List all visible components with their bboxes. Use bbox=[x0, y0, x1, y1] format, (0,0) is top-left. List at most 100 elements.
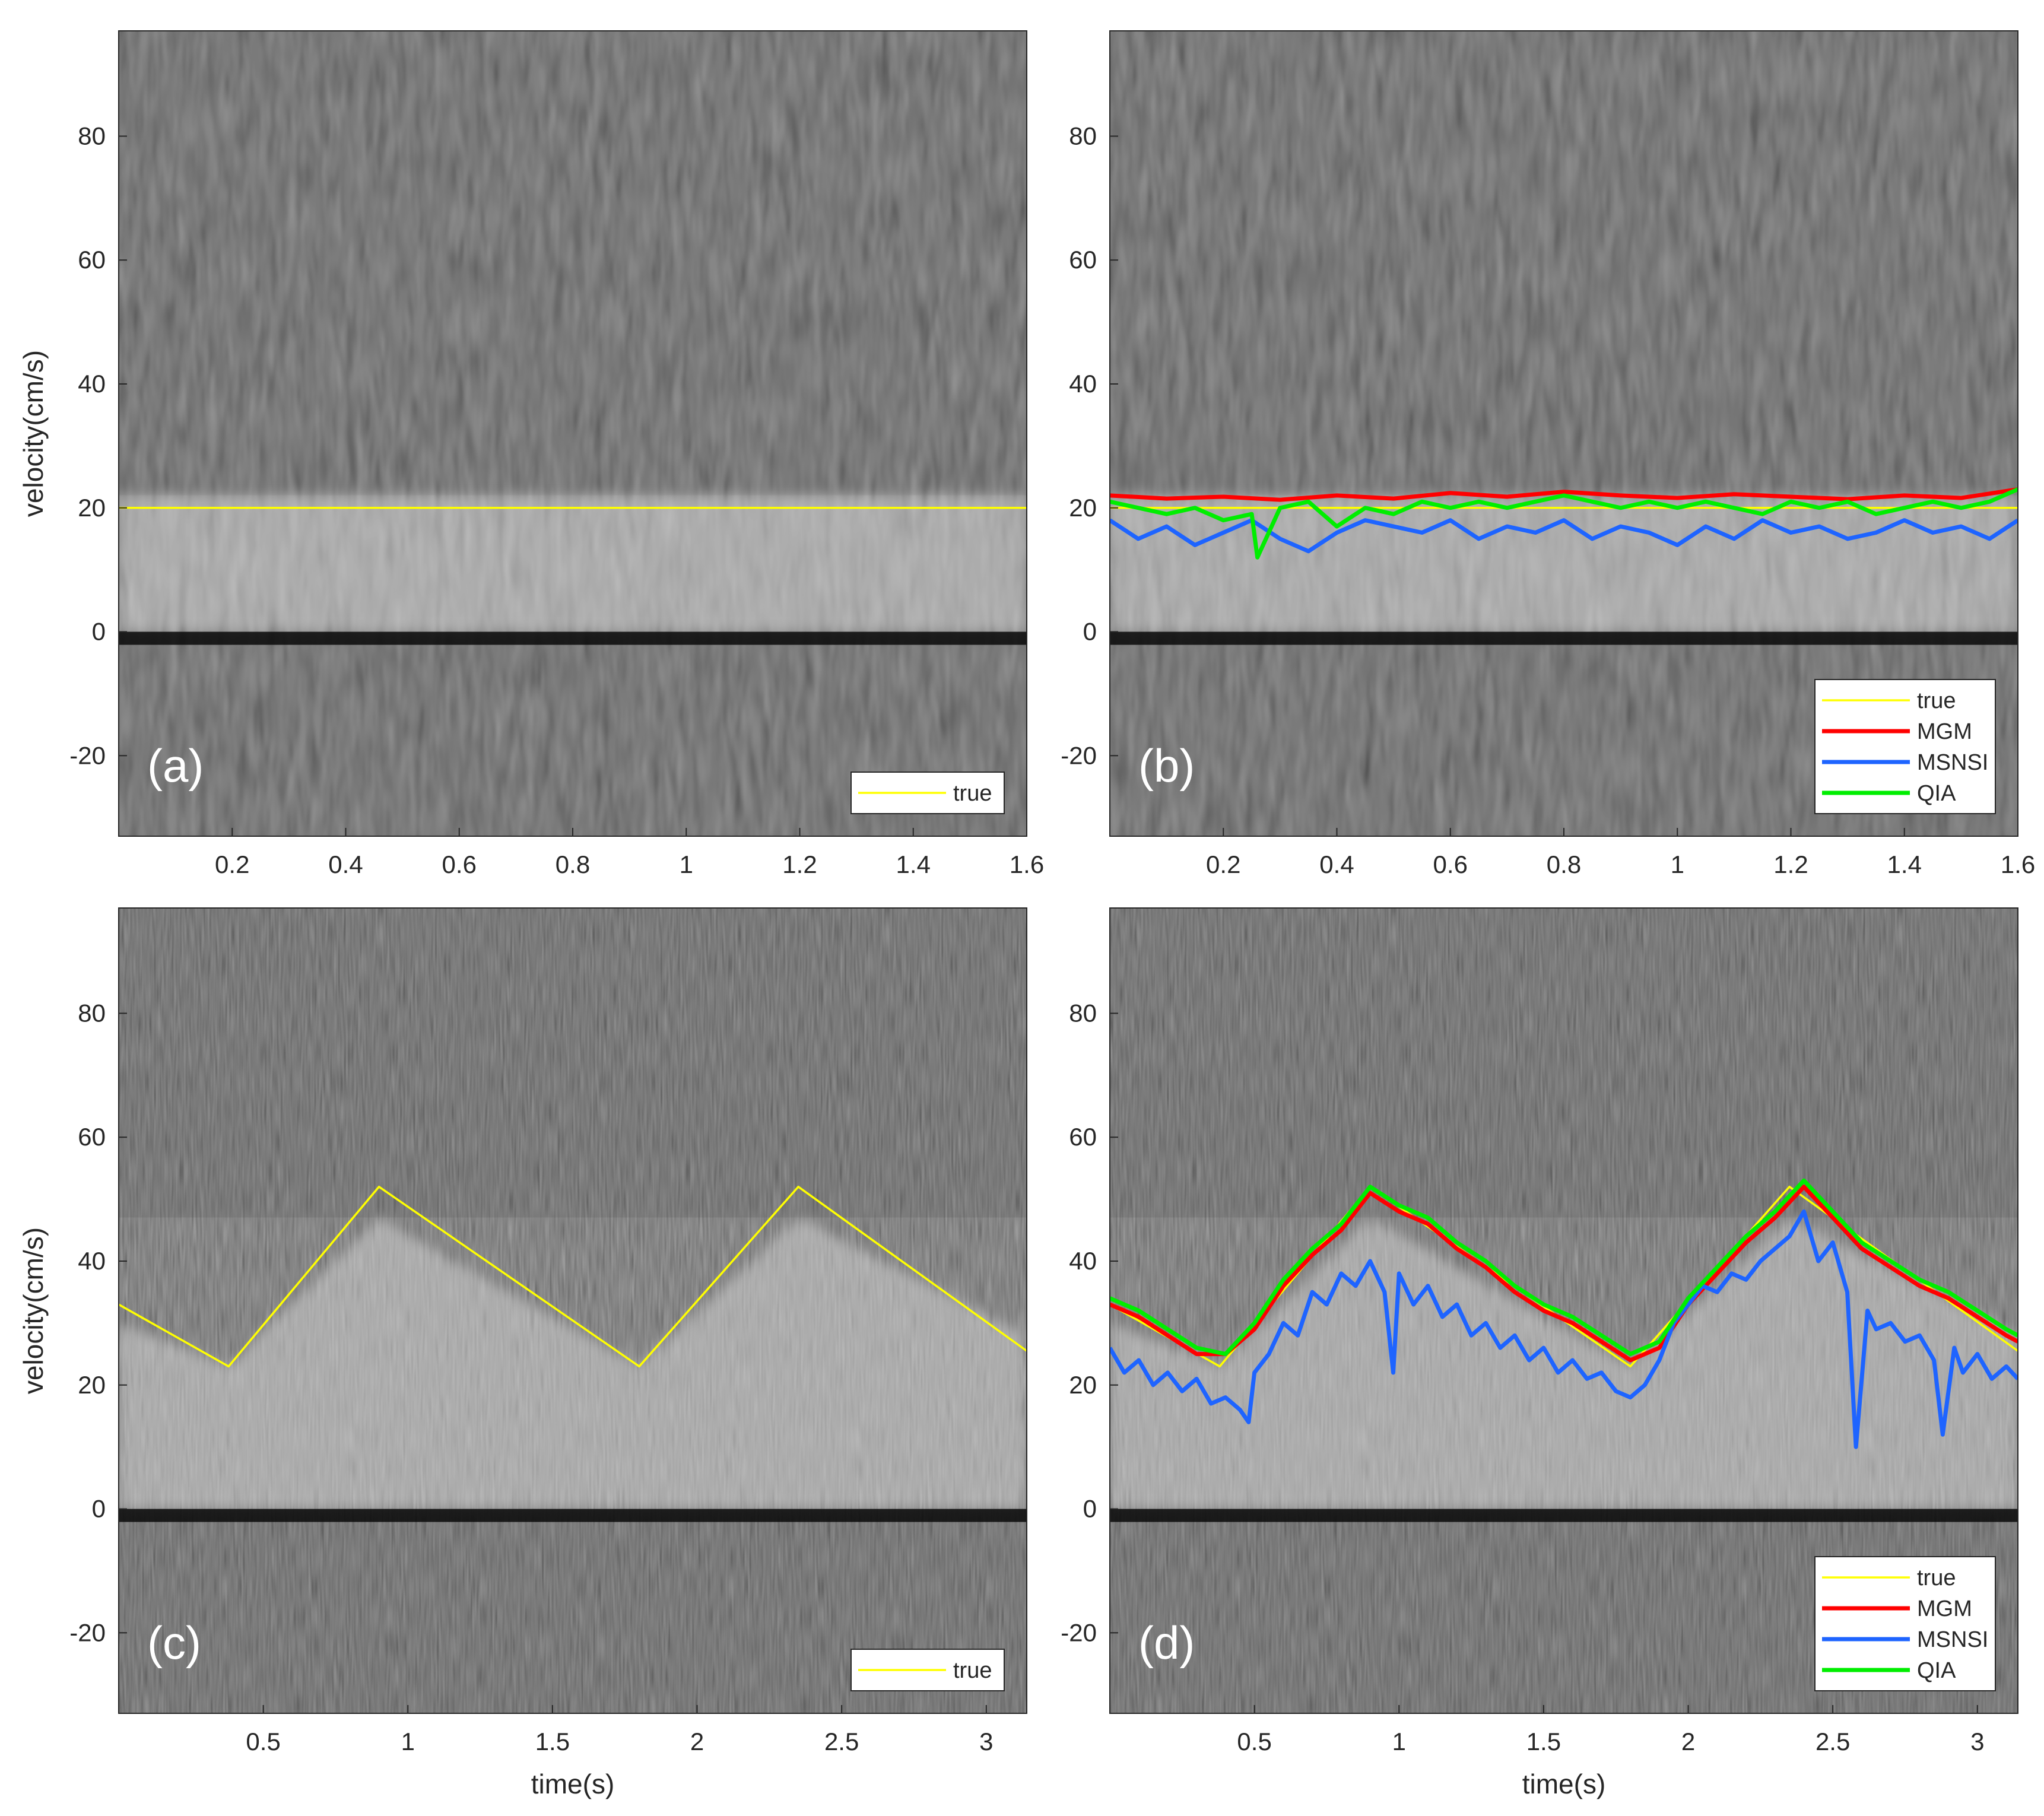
y-tick-label: -20 bbox=[1061, 1618, 1097, 1646]
panel-d: -20 0 20 40 60 80 0.5 1 1.5 2 2.5 3 time(s) (d) true MG… bbox=[1061, 907, 2018, 1799]
x-tick-label: 0.2 bbox=[215, 850, 249, 878]
x-tick-label: 3 bbox=[979, 1728, 993, 1755]
axes-frame bbox=[118, 907, 1027, 1714]
x-tick-label: 0.6 bbox=[1433, 850, 1468, 878]
zero-velocity-strip bbox=[1110, 1509, 2018, 1522]
series-line-mgm bbox=[1110, 1185, 2018, 1363]
signal-band-texture bbox=[1110, 495, 2018, 632]
legend-entry-label: true bbox=[1917, 1566, 1956, 1590]
x-tick-label: 2 bbox=[690, 1728, 704, 1755]
legend: true MGM MSNSI QIA bbox=[1814, 1556, 1996, 1691]
y-tick-label: 40 bbox=[1069, 370, 1097, 398]
y-tick-label: 40 bbox=[78, 1247, 106, 1275]
axis-ticks: -20 0 20 40 60 80 0.2 0.4 0.6 0.8 1 1.2 1.4 1.6 bbox=[1061, 122, 2035, 878]
x-tick-label: 0.6 bbox=[442, 850, 477, 878]
x-tick-label: 1.6 bbox=[1010, 850, 1044, 878]
series-line-msnsi bbox=[1110, 1209, 2018, 1449]
axis-ticks: -20 0 20 40 60 80 0.5 1 1.5 2 2.5 3 bbox=[69, 999, 993, 1755]
x-tick-label: 1 bbox=[1671, 850, 1684, 878]
y-tick-label: 60 bbox=[1069, 246, 1097, 274]
legend-entry-label: MSNSI bbox=[1917, 750, 1988, 775]
y-tick-label: 20 bbox=[1069, 1371, 1097, 1399]
legend-entry-label: MGM bbox=[1917, 1596, 1972, 1621]
legend: true bbox=[850, 1649, 1005, 1691]
y-tick-label: 20 bbox=[1069, 494, 1097, 522]
x-tick-label: 1.4 bbox=[896, 850, 931, 878]
panel-a: -20 0 20 40 60 80 0.2 0.4 0.6 0.8 1 1.2 1.4 1.6 veloci… bbox=[18, 30, 1044, 878]
zero-velocity-strip bbox=[119, 1509, 1027, 1522]
y-tick-label: -20 bbox=[69, 1618, 106, 1646]
legend-entry-label: MSNSI bbox=[1917, 1627, 1988, 1652]
legend-entry-label: true bbox=[953, 781, 992, 806]
panel-label: (b) bbox=[1138, 739, 1195, 792]
y-tick-label: 40 bbox=[1069, 1247, 1097, 1275]
zero-velocity-strip bbox=[119, 631, 1027, 645]
signal-band-texture bbox=[119, 495, 1027, 632]
x-tick-label: 1.2 bbox=[1773, 850, 1808, 878]
x-tick-label: 1.5 bbox=[535, 1728, 570, 1755]
y-tick-label: 80 bbox=[78, 999, 106, 1027]
panel-label: (d) bbox=[1138, 1617, 1195, 1669]
x-tick-label: 0.4 bbox=[1319, 850, 1354, 878]
panel-b: -20 0 20 40 60 80 0.2 0.4 0.6 0.8 1 1.2 1.4 1.6 (b) tru… bbox=[1061, 30, 2035, 878]
legend-entry-label: MGM bbox=[1917, 719, 1972, 744]
y-tick-label: 0 bbox=[1083, 618, 1097, 646]
series-line-true bbox=[119, 1185, 1027, 1368]
x-tick-label: 3 bbox=[1970, 1728, 1984, 1755]
x-tick-label: 0.5 bbox=[1237, 1728, 1271, 1755]
x-tick-label: 1.2 bbox=[782, 850, 817, 878]
x-axis-label: time(s) bbox=[1522, 1769, 1606, 1799]
axes-frame bbox=[1109, 907, 2018, 1714]
x-tick-label: 0.8 bbox=[556, 850, 590, 878]
x-tick-label: 0.8 bbox=[1547, 850, 1581, 878]
plot-area bbox=[119, 908, 1027, 1713]
y-tick-label: 80 bbox=[1069, 999, 1097, 1027]
x-tick-label: 0.4 bbox=[328, 850, 363, 878]
x-tick-label: 1 bbox=[680, 850, 693, 878]
y-tick-label: 80 bbox=[1069, 122, 1097, 150]
spectrogram-noise bbox=[119, 31, 1027, 836]
x-tick-label: 1.6 bbox=[2001, 850, 2035, 878]
panel-label: (c) bbox=[147, 1617, 201, 1669]
x-axis-label: time(s) bbox=[531, 1769, 615, 1799]
y-tick-label: -20 bbox=[1061, 741, 1097, 769]
plot-area bbox=[119, 31, 1027, 836]
x-tick-label: 1 bbox=[401, 1728, 415, 1755]
y-tick-label: 60 bbox=[1069, 1123, 1097, 1151]
x-tick-label: 1.4 bbox=[1887, 850, 1922, 878]
panel-c: -20 0 20 40 60 80 0.5 1 1.5 2 2.5 3 velocity(cm/s) ti… bbox=[18, 907, 1027, 1799]
y-tick-label: 0 bbox=[1083, 1495, 1097, 1523]
x-tick-label: 1 bbox=[1392, 1728, 1406, 1755]
y-tick-label: 20 bbox=[78, 1371, 106, 1399]
series-line-qia bbox=[1110, 487, 2018, 560]
series-line-mgm bbox=[1110, 487, 2018, 502]
zero-velocity-strip bbox=[1110, 631, 2018, 645]
x-tick-label: 2.5 bbox=[824, 1728, 859, 1755]
axis-ticks: -20 0 20 40 60 80 0.5 1 1.5 2 2.5 3 bbox=[1061, 999, 1984, 1755]
y-axis-label: velocity(cm/s) bbox=[18, 350, 49, 517]
legend: true bbox=[850, 772, 1005, 814]
series-line-msnsi bbox=[1110, 518, 2018, 554]
axis-ticks: -20 0 20 40 60 80 0.2 0.4 0.6 0.8 1 1.2 1.4 1.6 bbox=[69, 122, 1044, 878]
signal-band-texture bbox=[1110, 1217, 2018, 1509]
panel-label: (a) bbox=[147, 739, 204, 792]
legend-entry-label: QIA bbox=[1917, 1658, 1956, 1683]
plot-area bbox=[1110, 31, 2018, 836]
x-tick-label: 1.5 bbox=[1526, 1728, 1561, 1755]
y-tick-label: 20 bbox=[78, 494, 106, 522]
x-tick-label: 0.5 bbox=[246, 1728, 280, 1755]
y-tick-label: 0 bbox=[92, 618, 106, 646]
y-tick-label: 60 bbox=[78, 246, 106, 274]
legend-entry-label: true bbox=[1917, 688, 1956, 713]
legend: true MGM MSNSI QIA bbox=[1814, 679, 1996, 814]
legend-entry-label: QIA bbox=[1917, 781, 1956, 806]
x-tick-label: 2.5 bbox=[1816, 1728, 1850, 1755]
x-tick-label: 2 bbox=[1681, 1728, 1695, 1755]
x-tick-label: 0.2 bbox=[1206, 850, 1240, 878]
y-tick-label: 0 bbox=[92, 1495, 106, 1523]
y-tick-label: 60 bbox=[78, 1123, 106, 1151]
y-tick-label: 80 bbox=[78, 122, 106, 150]
legend-entry-label: true bbox=[953, 1658, 992, 1683]
y-axis-label: velocity(cm/s) bbox=[18, 1227, 49, 1394]
